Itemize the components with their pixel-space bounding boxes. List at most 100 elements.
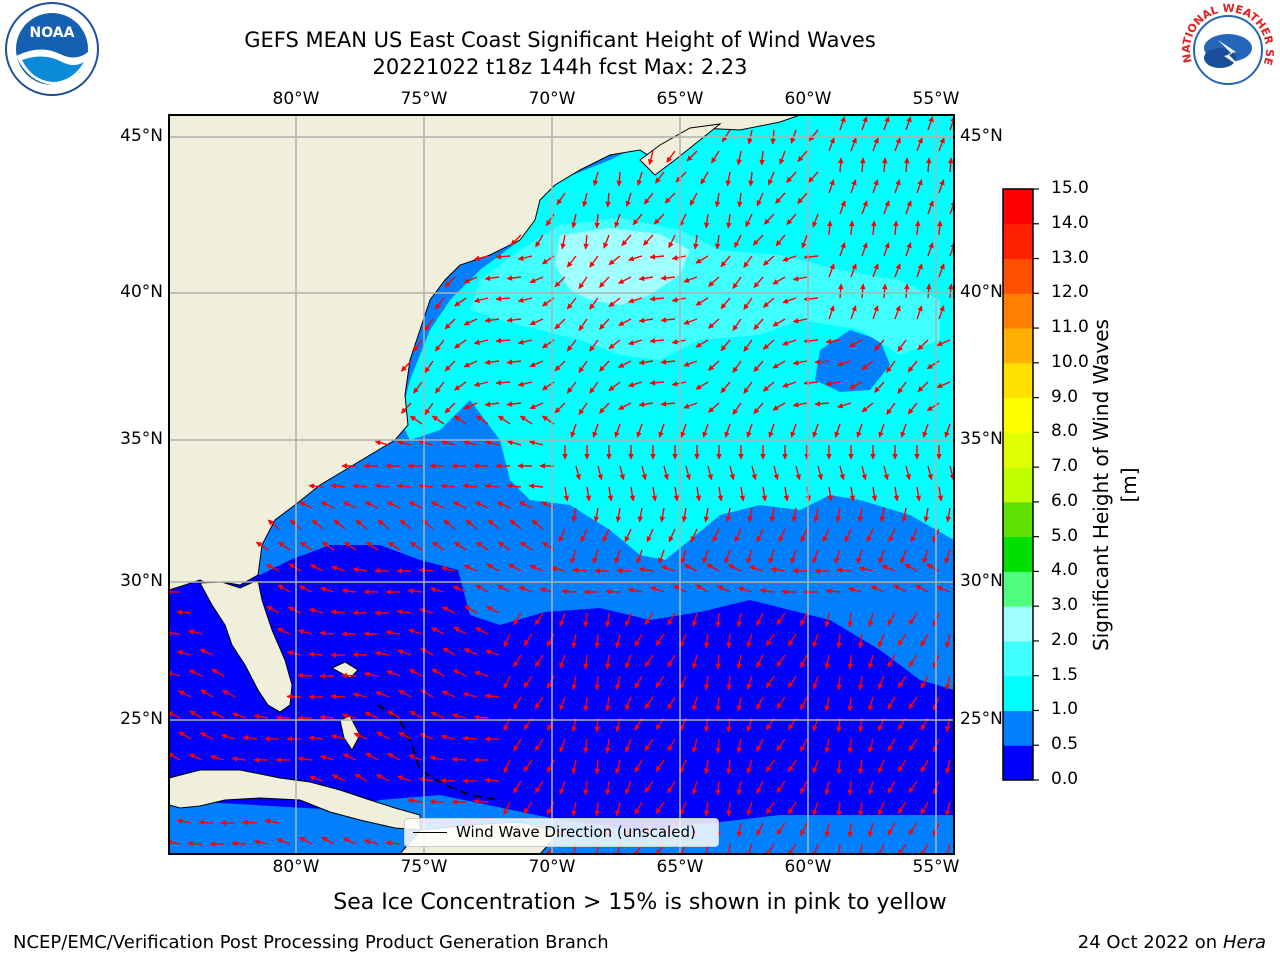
wind-wave-arrow [861,242,868,257]
wind-wave-arrow [772,402,786,411]
wind-wave-arrow [495,379,511,386]
wind-wave-arrow [473,255,489,261]
wind-wave-arrow [857,759,864,775]
wind-wave-arrow [534,612,544,626]
map-legend: Wind Wave Direction (unscaled) [404,818,719,847]
colorbar-tick-label: 11.0 [1051,317,1089,338]
wind-wave-arrow [625,780,632,795]
wind-wave-arrow [878,423,885,438]
wind-wave-arrow [861,402,874,413]
wind-wave-arrow [849,339,863,348]
wind-wave-arrow [673,486,680,502]
wind-wave-arrow [707,465,713,481]
wind-wave-arrow [615,633,621,649]
wind-wave-arrow [605,780,611,796]
wind-wave-arrow [910,528,918,543]
wind-wave-arrow [571,507,578,523]
wind-wave-arrow [791,507,798,523]
wind-wave-arrow [887,822,896,836]
wind-wave-arrow [342,837,357,845]
wind-wave-arrow [484,317,500,323]
wind-wave-arrow [365,541,379,551]
wind-wave-arrow [907,402,918,415]
wind-wave-arrow [178,731,192,740]
wind-wave-arrow [812,801,819,816]
wind-wave-arrow [320,754,335,761]
wind-wave-arrow [824,612,830,628]
wind-wave-arrow [454,381,467,391]
wind-wave-arrow [725,507,732,523]
wind-wave-arrow [614,423,621,438]
noaa-logo-icon: NOAA [5,2,99,96]
wind-wave-arrow [429,755,445,761]
wind-wave-arrow [848,220,855,236]
wind-wave-arrow [510,234,522,246]
wind-wave-arrow [628,339,643,346]
wind-wave-arrow [535,234,544,248]
wind-wave-arrow [850,305,857,320]
wind-wave-arrow [708,402,720,413]
wind-wave-arrow [554,276,566,288]
wind-wave-arrow [872,305,879,320]
wind-wave-arrow [615,675,621,691]
wind-wave-arrow [605,588,621,595]
wind-wave-arrow [517,381,533,387]
wind-wave-arrow [409,415,423,425]
wind-wave-arrow [756,822,764,837]
wind-wave-arrow [654,171,665,184]
wind-wave-arrow [638,401,654,408]
wind-wave-arrow [506,401,522,407]
wind-wave-arrow [803,296,819,302]
wind-wave-arrow [920,801,929,815]
wind-wave-arrow [560,234,566,250]
wind-wave-arrow [463,318,478,326]
wind-wave-arrow [484,483,500,489]
wind-wave-arrow [408,501,423,509]
wind-wave-arrow [883,116,890,131]
wind-wave-arrow [828,137,835,152]
wind-wave-arrow [503,633,511,648]
wind-wave-arrow [396,483,412,489]
wind-wave-arrow [594,759,601,775]
wind-wave-arrow [189,710,203,719]
wind-wave-arrow [746,633,753,648]
wind-wave-arrow [484,693,500,699]
wind-wave-arrow [397,775,412,782]
wind-wave-arrow [602,528,610,543]
wind-wave-arrow [255,541,269,551]
wind-wave-arrow [200,689,214,698]
wind-wave-arrow [671,297,687,303]
wind-wave-arrow [767,171,775,186]
wind-wave-arrow [847,822,853,838]
wind-wave-arrow [839,465,845,481]
wind-wave-arrow [904,563,918,572]
wind-wave-arrow [857,507,864,523]
colorbar-tick-label: 0.5 [1051,734,1079,755]
wind-wave-arrow [463,564,478,572]
wind-wave-arrow [736,612,743,628]
wind-wave-arrow [867,822,874,838]
wind-wave-arrow [849,486,856,502]
wind-wave-arrow [947,283,954,299]
wind-wave-arrow [628,255,643,262]
wind-wave-arrow [894,263,901,278]
wind-wave-arrow [675,171,687,183]
wind-wave-arrow [578,276,588,289]
wind-wave-arrow [298,585,313,593]
wind-wave-arrow [893,486,900,502]
wind-wave-arrow [463,276,478,284]
wind-wave-arrow [506,439,522,446]
wind-wave-arrow [625,738,632,753]
wind-wave-arrow [266,605,280,614]
wind-wave-arrow [453,415,467,425]
wind-wave-arrow [632,213,643,226]
wind-wave-arrow [861,200,868,215]
wind-wave-arrow [578,360,588,373]
wind-wave-arrow [614,549,621,564]
wind-wave-arrow [286,650,302,656]
wind-wave-arrow [275,714,291,721]
wind-wave-arrow [894,305,901,320]
wind-wave-arrow [297,672,313,679]
wind-wave-arrow [908,654,918,668]
wind-wave-arrow [176,609,192,616]
